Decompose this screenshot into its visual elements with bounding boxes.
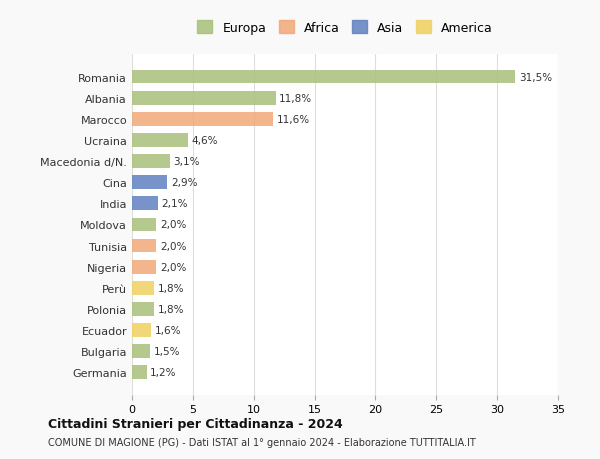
Bar — [132, 239, 157, 253]
Text: 2,1%: 2,1% — [161, 199, 188, 209]
Text: 1,6%: 1,6% — [155, 325, 182, 335]
Text: 11,6%: 11,6% — [277, 115, 310, 124]
Text: COMUNE DI MAGIONE (PG) - Dati ISTAT al 1° gennaio 2024 - Elaborazione TUTTITALIA: COMUNE DI MAGIONE (PG) - Dati ISTAT al 1… — [48, 437, 476, 447]
Text: 11,8%: 11,8% — [279, 94, 313, 103]
Text: 1,5%: 1,5% — [154, 347, 181, 356]
Text: 1,8%: 1,8% — [158, 283, 184, 293]
Bar — [132, 260, 157, 274]
Bar — [132, 197, 158, 211]
Bar — [132, 112, 273, 126]
Text: 2,0%: 2,0% — [160, 241, 187, 251]
Text: 2,0%: 2,0% — [160, 262, 187, 272]
Text: 1,2%: 1,2% — [150, 368, 177, 377]
Bar — [132, 92, 275, 105]
Bar — [132, 302, 154, 316]
Bar — [132, 134, 188, 147]
Bar — [132, 176, 167, 190]
Text: 2,9%: 2,9% — [171, 178, 197, 188]
Bar — [132, 345, 150, 358]
Text: Cittadini Stranieri per Cittadinanza - 2024: Cittadini Stranieri per Cittadinanza - 2… — [48, 417, 343, 430]
Bar — [132, 324, 151, 337]
Bar — [132, 366, 146, 379]
Bar — [132, 71, 515, 84]
Text: 4,6%: 4,6% — [191, 135, 218, 146]
Bar — [132, 155, 170, 168]
Text: 3,1%: 3,1% — [173, 157, 200, 167]
Text: 1,8%: 1,8% — [158, 304, 184, 314]
Bar — [132, 281, 154, 295]
Bar — [132, 218, 157, 232]
Text: 2,0%: 2,0% — [160, 220, 187, 230]
Legend: Europa, Africa, Asia, America: Europa, Africa, Asia, America — [194, 17, 496, 38]
Text: 31,5%: 31,5% — [519, 73, 552, 82]
